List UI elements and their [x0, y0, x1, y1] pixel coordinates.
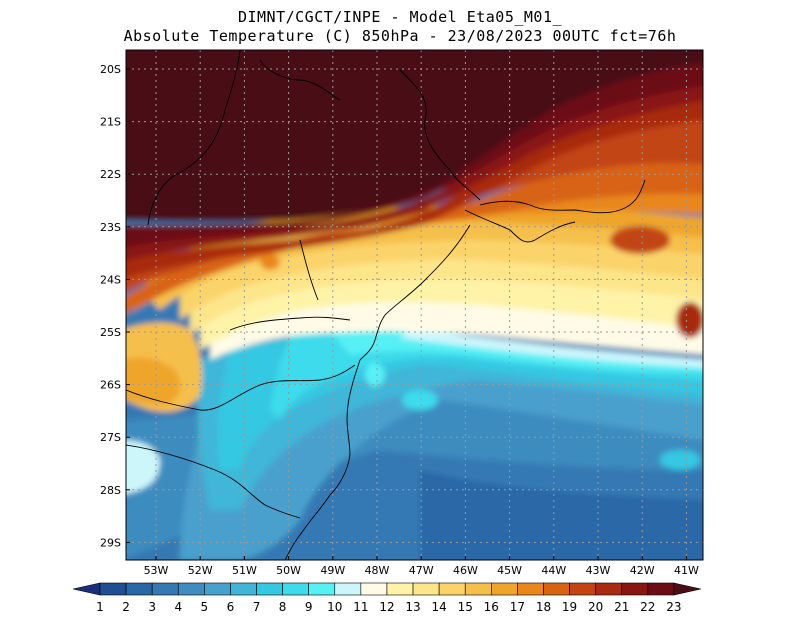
- colorbar-segment: [491, 582, 518, 596]
- colorbar-label: 18: [536, 600, 551, 614]
- colorbar-label: 11: [353, 600, 368, 614]
- colorbar-segment: [177, 582, 205, 596]
- colorbar: 1 2 3 4 5 6 7 8 9 10 11 12 13 14 15 16 17 18 19 20 21 22 23: [72, 582, 701, 614]
- longitude-labels: 53W 52W 51W 50W 49W 48W 47W 46W 45W 44W 43W 42W 41W: [144, 556, 699, 577]
- colorbar-label: 10: [327, 600, 342, 614]
- colorbar-label: 16: [484, 600, 499, 614]
- colorbar-label: 22: [640, 600, 655, 614]
- latitude-label: 26S: [100, 379, 121, 392]
- colorbar-segment: [204, 582, 231, 596]
- colorbar-segment: [360, 582, 388, 596]
- colorbar-label: 3: [148, 600, 156, 614]
- colorbar-segment: [125, 582, 153, 596]
- latitude-labels: 20S 21S 22S 23S 24S 25S 26S 27S 28S 29S: [100, 63, 130, 549]
- colorbar-label: 8: [279, 600, 287, 614]
- border-sc-rs: [126, 444, 301, 519]
- colorbar-label: 4: [174, 600, 182, 614]
- coast-rj-bays: [464, 209, 576, 243]
- colorbar-label: 19: [562, 600, 577, 614]
- temperature-field: [126, 50, 703, 560]
- latitude-label: 23S: [100, 221, 121, 234]
- coast-pr: [359, 314, 386, 361]
- state-border-north: [147, 50, 241, 226]
- colorbar-segment: [99, 582, 127, 596]
- colorbar-label: 20: [588, 600, 603, 614]
- state-border-mg: [399, 69, 481, 201]
- colorbar-segment: [595, 582, 623, 596]
- colorbar-segment: [386, 582, 414, 596]
- latitude-label: 27S: [100, 431, 121, 444]
- latitude-label: 28S: [100, 484, 121, 497]
- colorbar-segment: [151, 582, 179, 596]
- colorbar-segment: [256, 582, 283, 596]
- longitude-label: 51W: [232, 564, 257, 577]
- map-frame: [125, 49, 704, 561]
- longitude-label: 41W: [674, 564, 699, 577]
- longitude-label: 43W: [586, 564, 611, 577]
- colorbar-label: 21: [614, 600, 629, 614]
- coast-rj: [479, 179, 646, 214]
- colorbar-arrow-high: [673, 582, 701, 596]
- colorbar-arrow-low: [72, 582, 101, 596]
- colorbar-label: 13: [405, 600, 420, 614]
- longitude-label: 42W: [630, 564, 655, 577]
- latitude-label: 22S: [100, 168, 121, 181]
- colorbar-label: 6: [227, 600, 235, 614]
- colorbar-segment: [282, 582, 309, 596]
- state-border-sp-pr: [299, 239, 319, 301]
- colorbar-label: 14: [431, 600, 446, 614]
- state-border-ne: [259, 59, 341, 101]
- coast-sp: [384, 224, 471, 316]
- border-sp-pr: [229, 316, 351, 331]
- map-title-line-2: Absolute Temperature (C) 850hPa - 23/08/…: [123, 27, 677, 45]
- latitude-label: 25S: [100, 326, 121, 339]
- longitude-label: 50W: [276, 564, 301, 577]
- longitude-label: 48W: [365, 564, 390, 577]
- colorbar-label: 23: [666, 600, 681, 614]
- colorbar-label: 12: [379, 600, 394, 614]
- coastline-and-borders: [126, 50, 646, 560]
- colorbar-label: 2: [122, 600, 130, 614]
- longitude-label: 46W: [453, 564, 478, 577]
- colorbar-segment: [517, 582, 544, 596]
- coast-sc: [284, 359, 361, 560]
- longitude-label: 52W: [188, 564, 213, 577]
- colorbar-segment: [464, 582, 492, 596]
- colorbar-segment: [230, 582, 257, 596]
- latitude-label: 21S: [100, 116, 121, 129]
- map-title-line-1: DIMNT/CGCT/INPE - Model Eta05_M01_: [237, 8, 563, 26]
- longitude-label: 49W: [320, 564, 345, 577]
- colorbar-label: 7: [253, 600, 261, 614]
- longitude-label: 45W: [497, 564, 522, 577]
- colorbar-segment: [543, 582, 570, 596]
- colorbar-segment: [438, 582, 466, 596]
- map-gridlines: [126, 50, 703, 560]
- colorbar-segment: [412, 582, 440, 596]
- colorbar-segment: [569, 582, 596, 596]
- latitude-label: 20S: [100, 63, 121, 76]
- colorbar-label: 17: [510, 600, 525, 614]
- colorbar-segment: [647, 582, 675, 596]
- colorbar-label: 15: [458, 600, 473, 614]
- colorbar-segment: [308, 582, 336, 596]
- border-pr-sc: [126, 364, 356, 411]
- longitude-label: 47W: [409, 564, 434, 577]
- colorbar-segment: [621, 582, 649, 596]
- longitude-label: 44W: [541, 564, 566, 577]
- longitude-label: 53W: [144, 564, 169, 577]
- colorbar-label: 5: [201, 600, 209, 614]
- colorbar-label: 9: [305, 600, 313, 614]
- colorbar-segment: [334, 582, 362, 596]
- latitude-label: 24S: [100, 273, 121, 286]
- latitude-label: 29S: [100, 536, 121, 549]
- colorbar-label: 1: [96, 600, 104, 614]
